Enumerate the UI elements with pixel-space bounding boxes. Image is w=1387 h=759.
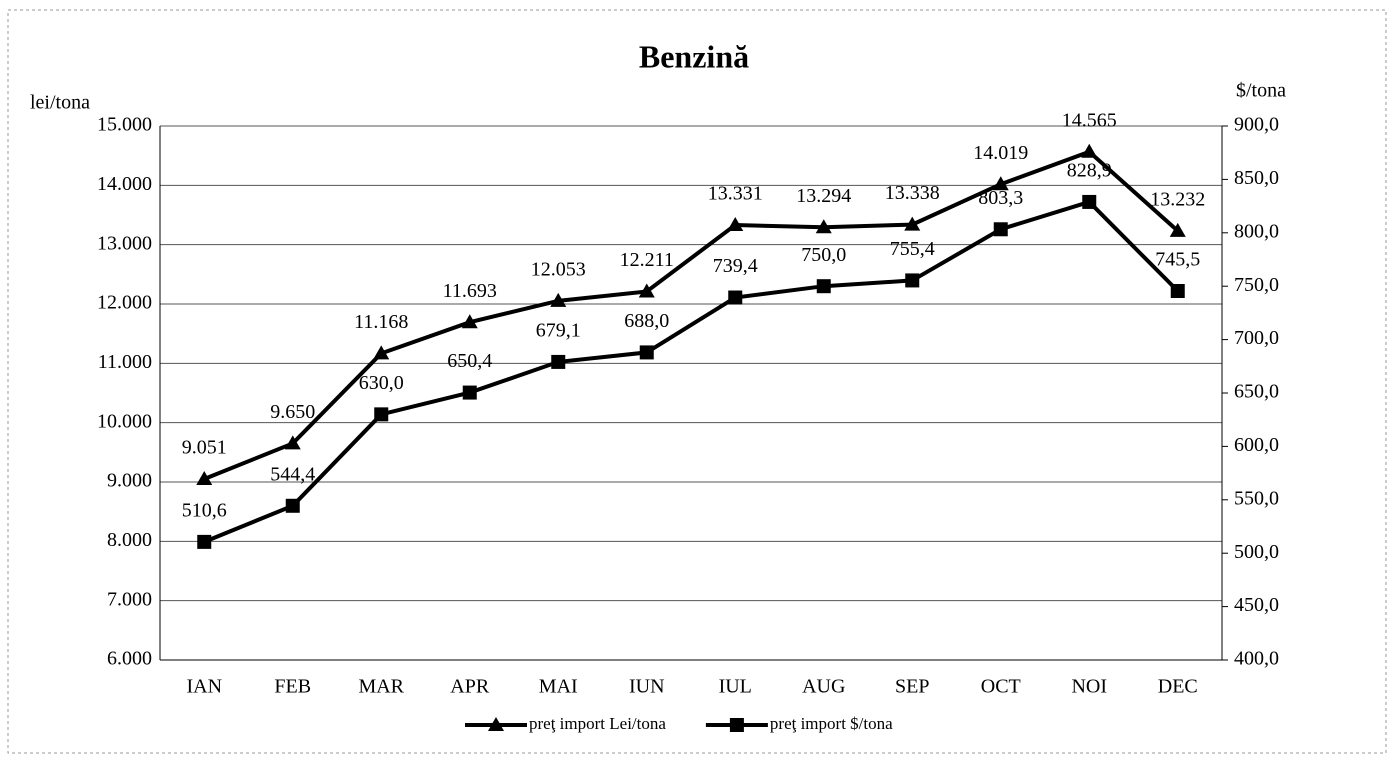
marker: [729, 718, 744, 732]
marker: [728, 290, 743, 305]
y2-tick-label: 850,0: [1234, 167, 1279, 189]
marker: [284, 435, 301, 450]
y2-tick-label: 400,0: [1234, 648, 1279, 670]
marker: [904, 216, 921, 231]
data-label: 13.232: [1150, 188, 1205, 210]
y-tick-label: 8.000: [107, 529, 152, 551]
marker: [638, 283, 655, 298]
marker: [374, 407, 389, 422]
marker: [462, 385, 477, 400]
marker: [815, 219, 832, 234]
y2-tick-label: 450,0: [1234, 594, 1279, 616]
marker: [285, 498, 300, 513]
marker: [488, 717, 504, 731]
x-tick-label: MAI: [539, 676, 578, 698]
y2-tick-label: 550,0: [1234, 487, 1279, 509]
legend-label: preţ import $/tona: [770, 714, 893, 733]
x-tick-label: NOI: [1071, 676, 1107, 698]
x-tick-label: AUG: [802, 676, 845, 698]
y-tick-label: 11.000: [98, 351, 152, 373]
data-label: 9.051: [182, 437, 227, 459]
marker: [816, 279, 831, 294]
x-tick-label: SEP: [895, 676, 929, 698]
y-tick-label: 12.000: [97, 292, 152, 314]
y-tick-label: 10.000: [97, 410, 152, 432]
series-line: [203, 149, 1180, 481]
data-label: 510,6: [182, 499, 227, 521]
marker: [1081, 143, 1098, 158]
legend-label: preţ import Lei/tona: [529, 714, 666, 733]
x-tick-label: IUN: [629, 676, 665, 698]
y2-tick-label: 750,0: [1234, 274, 1279, 296]
data-label: 630,0: [359, 372, 404, 394]
data-label: 679,1: [536, 320, 581, 342]
data-label: 13.338: [885, 182, 940, 204]
y2-axis-label: $/tona: [1236, 80, 1286, 102]
marker: [992, 176, 1009, 191]
data-label: 9.650: [270, 401, 315, 423]
data-label: 650,4: [447, 350, 492, 372]
x-tick-label: MAR: [358, 676, 404, 698]
x-tick-label: APR: [450, 676, 490, 698]
data-label: 755,4: [890, 238, 935, 260]
x-tick-label: FEB: [274, 676, 311, 698]
marker: [993, 222, 1008, 237]
data-label: 828,9: [1067, 160, 1112, 182]
marker: [196, 470, 213, 485]
data-label: 11.693: [443, 280, 497, 302]
marker: [1169, 222, 1186, 237]
x-tick-label: DEC: [1158, 676, 1198, 698]
y-tick-label: 13.000: [97, 232, 152, 254]
frame: [7, 9, 1387, 754]
marker: [905, 273, 920, 288]
x-tick-label: OCT: [981, 676, 1021, 698]
data-label: 13.331: [708, 183, 763, 205]
data-label: 12.211: [620, 249, 674, 271]
data-label: 11.168: [354, 311, 408, 333]
y-tick-label: 9.000: [107, 470, 152, 492]
data-label: 803,3: [978, 187, 1023, 209]
y-tick-label: 6.000: [107, 648, 152, 670]
y2-tick-label: 500,0: [1234, 541, 1279, 563]
marker: [727, 217, 744, 232]
data-label: 13.294: [796, 185, 851, 207]
marker: [639, 345, 654, 360]
data-label: 745,5: [1155, 249, 1200, 271]
marker: [550, 292, 567, 307]
x-tick-label: IUL: [719, 676, 752, 698]
data-label: 688,0: [624, 310, 669, 332]
y2-tick-label: 800,0: [1234, 220, 1279, 242]
data-label: 14.019: [973, 142, 1028, 164]
marker: [461, 314, 478, 329]
series-line: [203, 199, 1180, 544]
marker: [197, 534, 212, 549]
marker: [1170, 284, 1185, 299]
data-label: 14.565: [1062, 109, 1117, 131]
data-label: 12.053: [531, 258, 586, 280]
y-tick-label: 14.000: [97, 173, 152, 195]
y2-tick-label: 650,0: [1234, 381, 1279, 403]
y2-tick-label: 600,0: [1234, 434, 1279, 456]
marker: [1082, 194, 1097, 209]
y2-tick-label: 700,0: [1234, 327, 1279, 349]
chart-title: Benzină: [639, 38, 749, 74]
data-label: 544,4: [270, 463, 315, 485]
x-tick-label: IAN: [186, 676, 222, 698]
marker: [551, 354, 566, 369]
data-label: 750,0: [801, 244, 846, 266]
data-label: 739,4: [713, 255, 758, 277]
y-tick-label: 7.000: [107, 588, 152, 610]
marker: [373, 345, 390, 360]
y-axis-label: lei/tona: [30, 92, 90, 114]
y-tick-label: 15.000: [97, 114, 152, 136]
y2-tick-label: 900,0: [1234, 114, 1279, 136]
